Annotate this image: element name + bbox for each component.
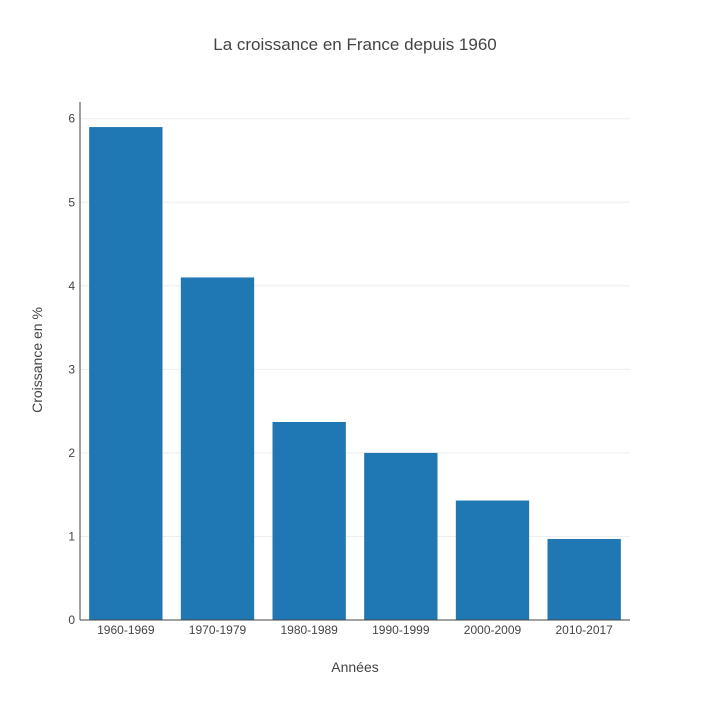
- x-tick-label: 1970-1979: [189, 623, 247, 637]
- bars: [89, 127, 621, 620]
- y-axis-label: Croissance en %: [29, 307, 45, 413]
- grid-lines: [80, 118, 630, 537]
- axes: [79, 102, 630, 621]
- x-tick-label: 1960-1969: [97, 623, 155, 637]
- chart-title: La croissance en France depuis 1960: [213, 35, 497, 54]
- x-tick-label: 1990-1999: [372, 623, 430, 637]
- y-tick-label: 0: [68, 613, 75, 627]
- bar-1990-1999[interactable]: [364, 452, 438, 620]
- x-tick-labels: 1960-1969 1970-1979 1980-1989 1990-1999 2000…: [97, 623, 613, 637]
- y-tick-label: 4: [68, 279, 75, 293]
- bar-1970-1979[interactable]: [180, 277, 255, 620]
- x-axis-label: Années: [331, 659, 378, 675]
- y-tick-label: 5: [68, 195, 75, 209]
- bar-2000-2009[interactable]: [455, 500, 530, 620]
- x-tick-label: 2010-2017: [555, 623, 613, 637]
- y-tick-label: 2: [68, 446, 75, 460]
- bar-2010-2017[interactable]: [547, 538, 621, 620]
- y-tick-label: 6: [68, 112, 75, 126]
- x-tick-label: 2000-2009: [464, 623, 522, 637]
- x-tick-label: 1980-1989: [280, 623, 338, 637]
- y-tick-label: 3: [68, 362, 75, 376]
- y-tick-labels: 0 1 2 3 4 5 6: [68, 112, 75, 627]
- y-tick-label: 1: [68, 529, 75, 543]
- bar-1960-1969[interactable]: [89, 127, 163, 620]
- bar-1980-1989[interactable]: [272, 421, 346, 620]
